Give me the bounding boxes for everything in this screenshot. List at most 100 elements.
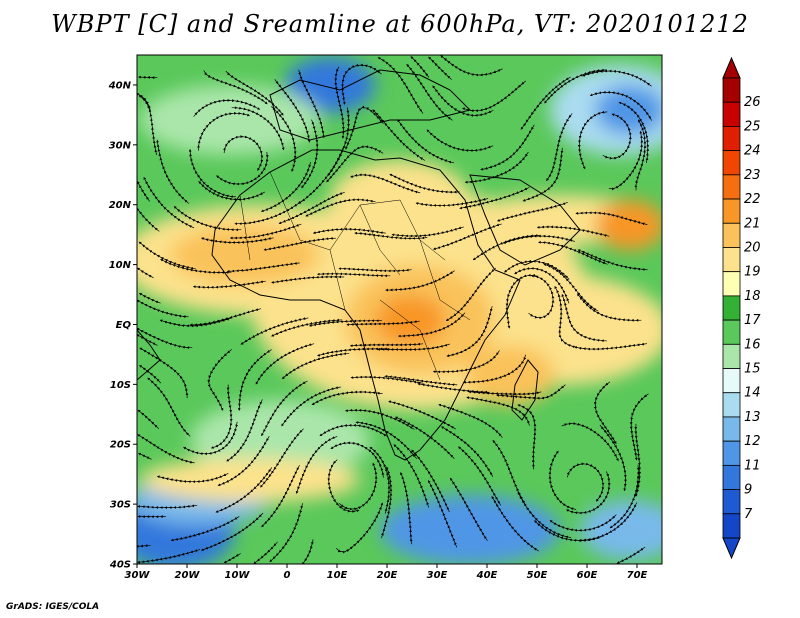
streamline [229, 223, 302, 240]
colorbar-segment [722, 247, 741, 273]
streamline [582, 69, 652, 87]
streamline [338, 267, 412, 273]
border-line [359, 204, 401, 276]
streamline [295, 436, 338, 494]
lon-tick-label: 70E [627, 570, 648, 581]
credit-text: GrADS: IGES/COLA [6, 602, 100, 612]
colorbar-top-arrow [722, 56, 741, 79]
streamline [223, 553, 241, 564]
lat-tick-label: 30S [110, 500, 131, 511]
streamline [336, 502, 384, 554]
lat-tick-label: 20N [109, 200, 132, 211]
streamline [225, 70, 284, 116]
lon-tick-label: 40E [476, 570, 498, 581]
streamline [137, 544, 151, 548]
streamline [200, 237, 274, 244]
streamline [189, 308, 261, 327]
colorbar-segment [722, 464, 741, 490]
streamline [577, 293, 642, 322]
colorbar-segment [722, 126, 741, 152]
colorbar-label: 14 [744, 386, 761, 401]
streamlines [137, 55, 653, 564]
streamline [192, 280, 266, 289]
colorbar-segment [722, 101, 741, 127]
streamline [459, 186, 530, 210]
streamline [577, 249, 648, 271]
streamline [496, 201, 568, 222]
lon-tick-label: 20E [377, 570, 398, 581]
streamline [463, 354, 527, 384]
lon-tick-label: 10W [225, 570, 251, 581]
streamline [137, 299, 189, 319]
colorbar-label: 20 [744, 240, 761, 255]
streamline [578, 502, 638, 542]
streamline [263, 236, 336, 251]
colorbar-label: 18 [744, 289, 761, 304]
colorbar-segment [722, 343, 741, 369]
cold-patch-south [380, 495, 560, 564]
colorbar-segment [722, 489, 741, 515]
colorbar-segment [722, 174, 741, 200]
lat-tick-label: EQ [116, 320, 132, 331]
streamline [281, 386, 341, 427]
colorbar-label: 13 [744, 410, 761, 425]
colorbar-label: 19 [744, 265, 761, 280]
streamline [376, 343, 450, 352]
pale-band-north [140, 85, 320, 155]
streamline [385, 270, 455, 292]
lon-tick-label: 10E [327, 570, 348, 581]
streamline [270, 106, 297, 172]
streamline [561, 293, 607, 343]
streamline [381, 466, 393, 539]
streamline [226, 261, 300, 273]
colorbar-segment [722, 319, 741, 345]
colorbar-label: 15 [744, 362, 761, 377]
streamline [574, 342, 647, 351]
warm-core-northeast [595, 200, 662, 250]
streamline [147, 377, 191, 437]
streamline [575, 211, 648, 226]
streamline [173, 206, 242, 232]
colorbar-segment [722, 77, 741, 103]
streamline [341, 63, 382, 105]
streamline [354, 231, 428, 240]
streamline [311, 390, 383, 405]
colorbar-label: 26 [744, 95, 761, 110]
streamline [389, 173, 460, 194]
streamline [269, 503, 304, 563]
colorbar-label: 24 [744, 144, 761, 159]
streamline [522, 147, 564, 202]
streamline [255, 343, 315, 385]
streamline [449, 477, 488, 541]
colorbar: 26 25 24 23 22 21 20 19 18 17 16 15 14 13 12 11 9 7 [722, 56, 761, 560]
lat-tick-label: 20S [110, 440, 131, 451]
streamline [616, 546, 646, 564]
streamline [316, 272, 391, 278]
streamline [440, 55, 503, 77]
colorbar-segment [722, 198, 741, 224]
streamline [298, 69, 325, 139]
colorbar-segment [722, 368, 741, 394]
colorbar-label: 11 [744, 458, 761, 473]
streamline [160, 259, 232, 274]
colorbar-label: 9 [744, 483, 752, 498]
lat-tick-label: 40N [108, 80, 132, 91]
map-plot-area[interactable] [115, 55, 690, 570]
streamline [397, 119, 455, 164]
streamline [305, 198, 376, 217]
streamline [137, 549, 201, 564]
lat-tick-label: 10N [109, 260, 132, 271]
lat-tick-label: 40S [109, 560, 131, 571]
streamline [634, 119, 647, 191]
lon-tick-label: 30W [125, 570, 151, 581]
streamline [400, 471, 413, 545]
colorbar-label: 16 [744, 337, 761, 352]
colorbar-label: 7 [744, 507, 753, 522]
streamline [138, 95, 158, 156]
streamline [200, 512, 264, 551]
colorbar-segment [722, 222, 741, 248]
warm-core-congo-inner [375, 295, 445, 345]
colorbar-segment [722, 440, 741, 466]
streamline [432, 223, 502, 250]
